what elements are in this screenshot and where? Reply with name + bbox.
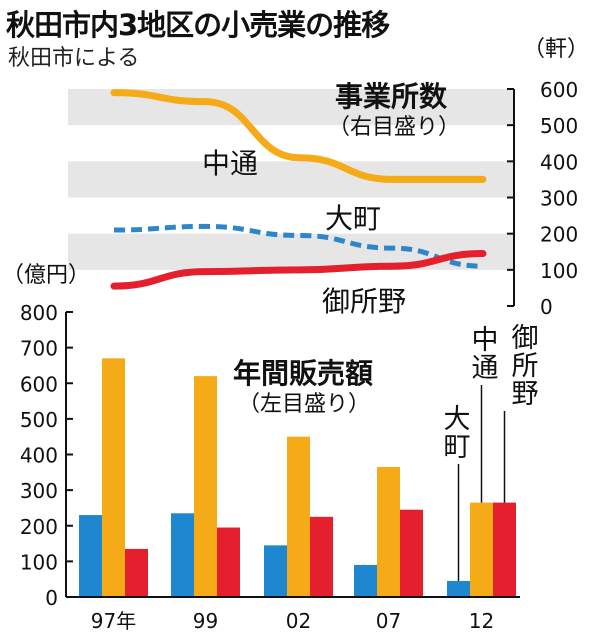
grid-band — [68, 233, 514, 270]
line-series-2 — [110, 250, 487, 290]
line-chart-scale-note: （右目盛り） — [328, 115, 460, 140]
x-tick-label: 99 — [193, 609, 218, 633]
left-axis-tick-label: 800 — [20, 301, 58, 325]
left-axis-tick-label: 400 — [20, 444, 58, 468]
bar-4-2 — [493, 502, 516, 597]
bar-1-1 — [194, 376, 217, 597]
left-axis-tick-label: 700 — [20, 337, 58, 361]
bar-2-1 — [287, 436, 310, 597]
left-axis-tick-label: 600 — [20, 372, 58, 396]
bar-chart-scale-note: （左目盛り） — [238, 392, 370, 417]
x-tick-label: 12 — [469, 609, 494, 633]
bar-chart-title: 年間販売額 — [233, 357, 373, 390]
line-series-0 — [110, 89, 487, 183]
bar-series-label-0: 大町 — [444, 404, 471, 463]
x-tick-label: 02 — [286, 609, 311, 633]
right-axis-tick-label: 300 — [540, 187, 578, 211]
right-axis-tick-label: 0 — [540, 295, 553, 319]
right-axis-tick-label: 200 — [540, 223, 578, 247]
bar-3-1 — [377, 466, 400, 597]
bar-0-2 — [125, 548, 148, 597]
bar-4-0 — [447, 580, 470, 597]
right-axis-tick-label: 100 — [540, 259, 578, 283]
bar-2-2 — [310, 516, 333, 597]
x-tick-label: 07 — [376, 609, 401, 633]
bar-0-1 — [102, 358, 125, 597]
right-axis-unit: （軒） — [523, 37, 589, 62]
line-chart-series — [110, 89, 487, 290]
left-axis-unit: （億円） — [2, 263, 90, 288]
x-tick-label: 97年 — [91, 609, 136, 633]
series-label-goshono: 御所野 — [322, 285, 406, 318]
left-axis-tick-label: 500 — [20, 408, 58, 432]
line-chart-bands — [68, 89, 514, 270]
right-axis-tick-label: 600 — [540, 78, 578, 102]
left-axis-tick-label: 200 — [20, 515, 58, 539]
bar-series-label-2: 御所野 — [512, 323, 539, 410]
series-label-omachi: 大町 — [325, 202, 381, 235]
series-label-nakadori: 中通 — [202, 147, 258, 180]
figure-title: 秋田市内3地区の小売業の推移 — [6, 8, 390, 42]
left-axis-tick-label: 0 — [45, 586, 58, 610]
right-axis-tick-label: 500 — [540, 114, 578, 138]
bar-3-2 — [400, 509, 423, 597]
bar-3-0 — [354, 564, 377, 597]
right-axis-tick-label: 400 — [540, 150, 578, 174]
figure-subtitle: 秋田市による — [8, 46, 140, 71]
line-series-1 — [113, 223, 484, 269]
chart-axes: 600 500 400 300 200 100 0 800 700 600 500 400 300 200… — [20, 78, 578, 633]
left-axis-tick-label: 300 — [20, 479, 58, 503]
bar-1-2 — [217, 527, 240, 597]
bar-4-1 — [470, 502, 493, 597]
bar-0-0 — [79, 515, 102, 597]
left-axis-tick-label: 100 — [20, 550, 58, 574]
line-chart-title: 事業所数 — [335, 80, 448, 113]
bar-chart-bars — [79, 358, 516, 597]
bar-series-label-1: 中通 — [472, 325, 499, 384]
bar-1-0 — [171, 513, 194, 597]
bar-2-0 — [264, 545, 287, 597]
